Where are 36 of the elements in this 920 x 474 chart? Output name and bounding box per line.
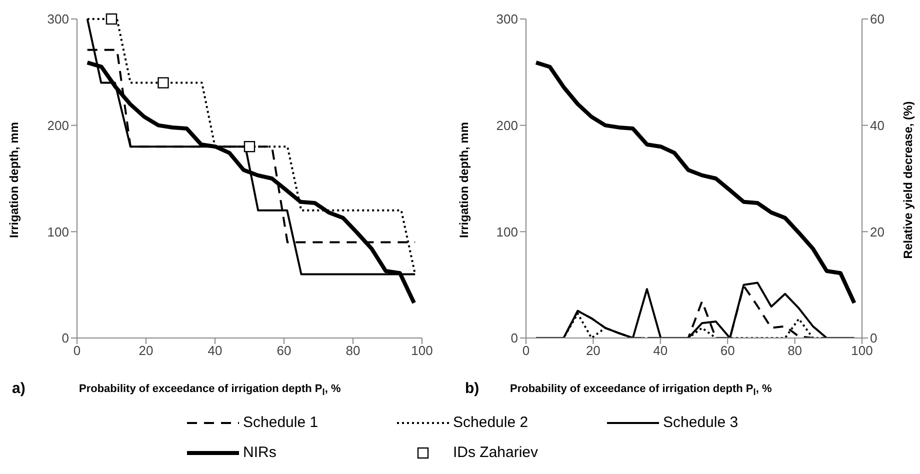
x-tick-label: 100: [411, 343, 433, 358]
text: b): [465, 380, 480, 397]
y-tick-label: 200: [496, 118, 518, 133]
x-tick-label: 0: [522, 343, 530, 358]
y-axis-title: Irrigation depth, mm: [7, 122, 21, 238]
x-tick-label: 40: [653, 343, 668, 358]
y-tick-label: 200: [47, 118, 69, 133]
y2-axis-title: Relative yield decrease, (%): [901, 101, 915, 259]
legend-label: IDs Zahariev: [453, 444, 538, 461]
x-tick-label: 0: [73, 343, 81, 358]
y-tick-label: 100: [496, 224, 518, 240]
y-tick-label: 100: [47, 224, 69, 240]
legend-label: Schedule 2: [453, 414, 528, 431]
x-axis-title: Probability of exceedance of irrigation depth P$_{l}$, %: [510, 383, 772, 398]
y-axis-title: Irrigation depth, mm: [457, 122, 471, 238]
legend-label: Schedule 3: [663, 414, 738, 431]
y-tick-label: 300: [47, 12, 69, 27]
legend-label: Schedule 1: [243, 414, 318, 431]
y-tick-label: 300: [496, 12, 518, 27]
x-tick-label: 60: [276, 343, 292, 358]
y-tick-label: 0: [510, 330, 518, 346]
x-tick-label: 20: [586, 343, 600, 358]
text: a): [12, 380, 26, 397]
x-tick-label: 60: [720, 343, 735, 358]
y2-tick-label: 0: [870, 330, 878, 346]
x-tick-label: 40: [208, 343, 222, 358]
y2-tick-label: 20: [870, 224, 884, 240]
x-tick-label: 20: [138, 343, 154, 358]
y2-tick-label: 60: [870, 12, 884, 27]
x-tick-label: 80: [346, 343, 360, 358]
legend-label: NIRs: [243, 444, 276, 461]
x-tick-label: 100: [851, 343, 873, 358]
y2-tick-label: 40: [870, 118, 884, 133]
x-axis-title: Probability of exceedance of irrigation depth P$_{l}$, %: [79, 383, 341, 398]
x-tick-label: 80: [788, 343, 802, 358]
y-tick-label: 0: [62, 330, 69, 346]
